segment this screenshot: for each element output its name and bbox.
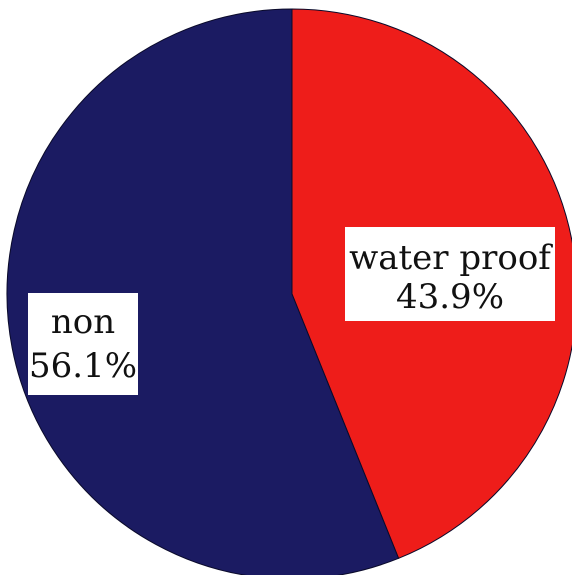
pie-slice-non [6,8,400,575]
slice-label-value-non: 56.1% [29,346,137,386]
slice-label-name-water-proof: water proof [349,238,553,278]
slice-label-box-water-proof [345,227,555,321]
slice-label-value-water-proof: 43.9% [396,277,504,317]
slice-label-water-proof: water proof 43.9% [345,227,555,321]
slice-label-non: non 56.1% [28,293,138,395]
slice-label-box-non [28,293,138,395]
slice-label-name-non: non [51,302,115,342]
